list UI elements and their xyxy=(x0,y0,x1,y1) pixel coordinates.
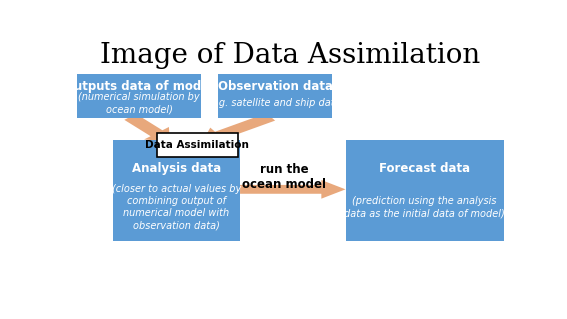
Polygon shape xyxy=(124,114,170,141)
Text: Image of Data Assimilation: Image of Data Assimilation xyxy=(100,42,481,69)
FancyBboxPatch shape xyxy=(156,133,238,157)
Text: (e.g. satellite and ship data): (e.g. satellite and ship data) xyxy=(206,98,344,108)
Text: Forecast data: Forecast data xyxy=(379,162,470,175)
Text: Data Assimilation: Data Assimilation xyxy=(145,140,249,150)
Text: Analysis data: Analysis data xyxy=(132,162,221,175)
Text: (prediction using the analysis
data as the initial data of model): (prediction using the analysis data as t… xyxy=(344,196,505,219)
Text: Observation data: Observation data xyxy=(218,80,333,93)
FancyBboxPatch shape xyxy=(78,74,201,118)
Polygon shape xyxy=(202,113,275,143)
Text: (numerical simulation by
ocean model): (numerical simulation by ocean model) xyxy=(78,92,200,114)
Text: (closer to actual values by
combining output of
numerical model with
observation: (closer to actual values by combining ou… xyxy=(112,184,241,231)
FancyBboxPatch shape xyxy=(113,140,240,241)
Text: Outputs data of model: Outputs data of model xyxy=(65,80,214,93)
FancyBboxPatch shape xyxy=(345,140,503,241)
Text: run the
ocean model: run the ocean model xyxy=(242,163,326,191)
Polygon shape xyxy=(240,180,345,199)
FancyBboxPatch shape xyxy=(218,74,332,118)
